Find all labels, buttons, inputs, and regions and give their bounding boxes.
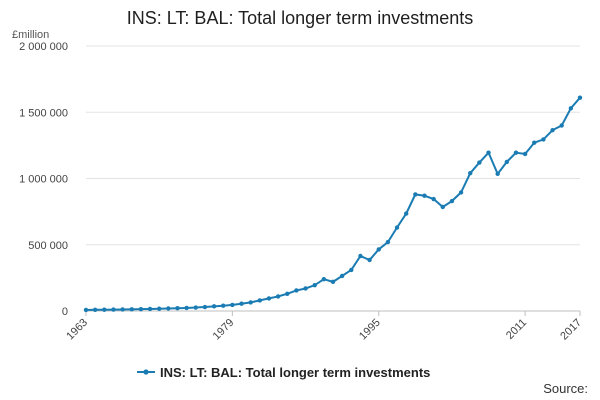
x-tick-label: 1995: [357, 317, 383, 343]
data-point[interactable]: [339, 273, 345, 279]
data-point[interactable]: [147, 306, 153, 312]
y-axis-unit-label: £million: [12, 29, 49, 41]
data-point[interactable]: [568, 106, 574, 111]
y-tick-label: 1 500 000: [19, 107, 68, 119]
data-point[interactable]: [83, 307, 89, 313]
data-point[interactable]: [422, 193, 427, 198]
series-line: [85, 97, 581, 311]
data-point[interactable]: [321, 277, 327, 282]
data-point[interactable]: [285, 291, 290, 296]
data-point[interactable]: [330, 279, 336, 285]
data-point[interactable]: [449, 198, 455, 204]
data-point[interactable]: [184, 305, 189, 311]
data-point[interactable]: [156, 306, 162, 311]
data-point[interactable]: [102, 307, 107, 312]
data-point[interactable]: [257, 298, 263, 303]
data-point[interactable]: [202, 304, 208, 310]
data-point[interactable]: [367, 257, 372, 263]
x-tick-label: 1963: [64, 317, 90, 343]
data-point[interactable]: [468, 171, 473, 176]
data-point[interactable]: [230, 302, 235, 308]
data-point[interactable]: [248, 300, 253, 305]
data-point[interactable]: [413, 192, 418, 197]
data-point[interactable]: [138, 306, 144, 312]
data-point[interactable]: [440, 204, 445, 210]
y-tick-label: 0: [62, 306, 68, 318]
x-tick-label: 1979: [211, 317, 237, 343]
data-point[interactable]: [458, 190, 464, 195]
legend-label: INS: LT: BAL: Total longer term investme…: [160, 365, 430, 380]
data-point[interactable]: [193, 305, 198, 310]
y-tick-label: 2 000 000: [19, 41, 68, 53]
data-point[interactable]: [522, 151, 528, 157]
data-point[interactable]: [275, 294, 281, 299]
data-point[interactable]: [385, 239, 391, 245]
gridlines: [86, 45, 580, 246]
data-point[interactable]: [211, 304, 217, 309]
data-point[interactable]: [495, 171, 500, 177]
data-point[interactable]: [111, 307, 116, 312]
x-tick-label: 2011: [504, 317, 529, 342]
data-point[interactable]: [532, 140, 537, 145]
data-point[interactable]: [92, 307, 98, 313]
data-point[interactable]: [303, 286, 308, 291]
data-point[interactable]: [175, 306, 180, 311]
data-point[interactable]: [541, 137, 546, 142]
legend[interactable]: INS: LT: BAL: Total longer term investme…: [137, 365, 430, 380]
y-tick-label: 1 000 000: [19, 174, 68, 186]
data-point[interactable]: [349, 267, 354, 273]
data-point[interactable]: [166, 306, 171, 311]
legend-marker-swatch: [143, 369, 149, 375]
source-label: Source:: [543, 381, 588, 396]
data-point[interactable]: [513, 150, 519, 155]
x-axis-ticks: 1963 1979 1995 2011 2017: [64, 311, 584, 342]
data-point[interactable]: [577, 95, 583, 100]
data-point[interactable]: [120, 307, 125, 312]
data-point[interactable]: [221, 303, 226, 308]
data-point[interactable]: [312, 282, 317, 288]
data-point[interactable]: [358, 253, 363, 259]
data-point[interactable]: [550, 127, 555, 133]
y-tick-label: 500 000: [28, 240, 68, 252]
data-point[interactable]: [403, 211, 409, 216]
y-axis-ticks: 0 500 000 1 000 000 1 500 000 2 000 000: [19, 41, 68, 318]
data-point[interactable]: [376, 247, 381, 252]
x-tick-label: 2017: [558, 317, 584, 343]
data-point[interactable]: [394, 225, 400, 230]
data-point[interactable]: [294, 288, 299, 293]
series-markers: [83, 95, 583, 313]
data-point[interactable]: [431, 196, 436, 202]
data-point[interactable]: [129, 307, 134, 312]
data-point[interactable]: [486, 150, 491, 155]
data-point[interactable]: [266, 296, 272, 301]
data-point[interactable]: [559, 123, 564, 128]
data-point[interactable]: [239, 301, 244, 306]
chart-title: INS: LT: BAL: Total longer term investme…: [127, 8, 473, 28]
data-point[interactable]: [477, 160, 482, 165]
data-point[interactable]: [504, 159, 510, 165]
